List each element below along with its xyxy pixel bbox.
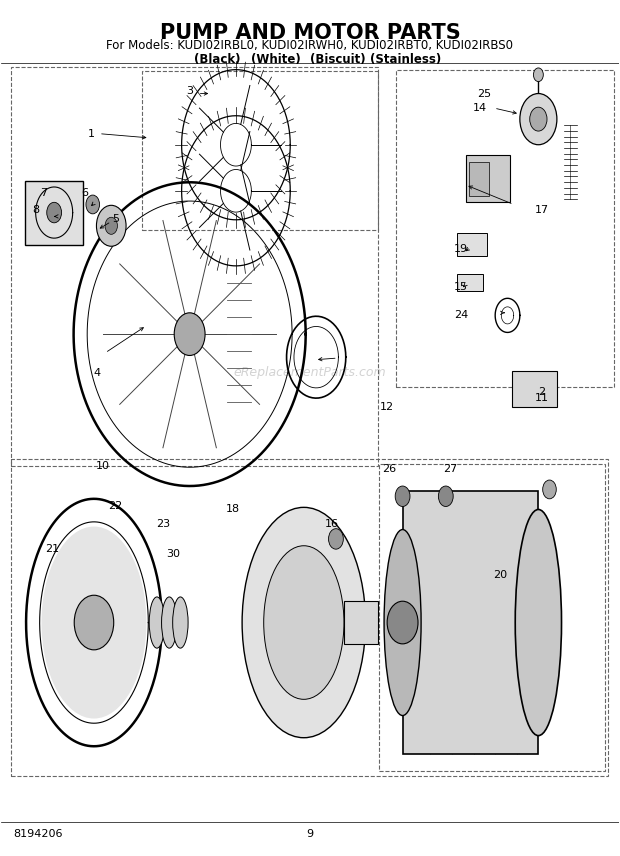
Text: 4: 4 <box>94 367 100 377</box>
Text: 15: 15 <box>454 282 468 292</box>
Circle shape <box>542 480 556 499</box>
Text: 27: 27 <box>443 464 458 474</box>
Text: For Models: KUDI02IRBL0, KUDI02IRWH0, KUDI02IRBT0, KUDI02IRBS0: For Models: KUDI02IRBL0, KUDI02IRWH0, KU… <box>107 39 513 52</box>
Text: 30: 30 <box>166 550 180 559</box>
Text: 8194206: 8194206 <box>14 829 63 839</box>
Ellipse shape <box>162 597 177 648</box>
Text: 9: 9 <box>306 829 314 839</box>
Circle shape <box>105 217 117 235</box>
Circle shape <box>97 205 126 247</box>
Text: 1: 1 <box>87 128 94 139</box>
Ellipse shape <box>42 526 146 718</box>
Ellipse shape <box>172 597 188 648</box>
Text: 14: 14 <box>472 103 487 113</box>
Bar <box>469 162 489 196</box>
Circle shape <box>387 601 418 644</box>
Text: 18: 18 <box>226 504 240 514</box>
Ellipse shape <box>242 508 366 738</box>
Text: 3: 3 <box>186 86 193 96</box>
Circle shape <box>74 595 113 650</box>
Text: 20: 20 <box>493 570 507 580</box>
Ellipse shape <box>149 597 165 648</box>
Bar <box>457 234 487 256</box>
Text: 17: 17 <box>534 205 549 216</box>
Circle shape <box>529 107 547 131</box>
Circle shape <box>86 195 100 214</box>
Text: 22: 22 <box>108 502 123 512</box>
Text: 25: 25 <box>477 88 491 98</box>
Circle shape <box>174 312 205 355</box>
Text: (White): (White) <box>251 52 301 66</box>
Text: PUMP AND MOTOR PARTS: PUMP AND MOTOR PARTS <box>159 23 461 43</box>
Bar <box>402 491 538 754</box>
Text: 2: 2 <box>538 387 545 397</box>
Ellipse shape <box>384 530 421 716</box>
Bar <box>457 275 483 292</box>
Bar <box>513 371 557 407</box>
Bar <box>466 155 510 202</box>
Circle shape <box>533 68 543 81</box>
Text: 23: 23 <box>156 519 170 528</box>
Bar <box>344 601 378 644</box>
Text: eReplacementParts.com: eReplacementParts.com <box>234 366 386 379</box>
Text: 7: 7 <box>40 188 47 199</box>
Text: 21: 21 <box>45 544 59 554</box>
Ellipse shape <box>515 509 562 735</box>
Text: 10: 10 <box>96 461 110 472</box>
Text: 26: 26 <box>382 464 396 474</box>
Text: (Black): (Black) <box>194 52 241 66</box>
Circle shape <box>438 486 453 507</box>
Text: 11: 11 <box>534 393 549 403</box>
Circle shape <box>329 529 343 550</box>
Text: 19: 19 <box>454 244 468 254</box>
Bar <box>25 181 84 245</box>
Text: 6: 6 <box>81 188 88 199</box>
Text: 8: 8 <box>32 205 39 216</box>
Circle shape <box>395 486 410 507</box>
Text: 12: 12 <box>380 401 394 412</box>
Circle shape <box>520 93 557 145</box>
Circle shape <box>46 202 61 223</box>
Text: 16: 16 <box>325 519 339 528</box>
Text: 5: 5 <box>112 214 119 224</box>
Ellipse shape <box>264 546 344 699</box>
Text: (Biscuit): (Biscuit) <box>310 52 366 66</box>
Text: 24: 24 <box>454 311 468 320</box>
Text: (Stainless): (Stainless) <box>370 52 441 66</box>
